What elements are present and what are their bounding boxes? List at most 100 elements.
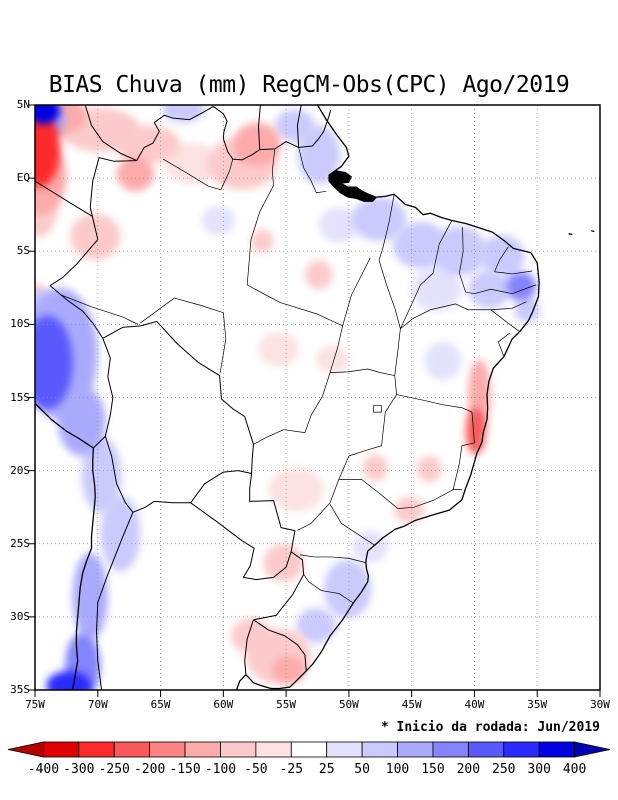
colorbar-segment — [78, 741, 115, 758]
bias-region — [258, 331, 299, 367]
bias-region — [70, 213, 121, 260]
lat-axis-label: 10S — [10, 317, 30, 331]
bias-region — [351, 197, 407, 241]
bias-region — [297, 125, 341, 184]
bias-region — [263, 543, 304, 582]
lat-axis-label: 35S — [10, 683, 30, 696]
lat-axis-label: 20S — [10, 463, 30, 477]
bias-region — [362, 454, 388, 481]
bias-region — [100, 495, 141, 572]
axis-ticks-layer — [28, 104, 601, 697]
ocean-background — [35, 105, 600, 690]
colorbar-segment — [220, 741, 257, 758]
bias-region — [272, 656, 305, 683]
lat-axis-label: 5N — [16, 98, 30, 111]
bias-region — [465, 407, 486, 455]
lat-axis-label: 30S — [10, 609, 30, 623]
map-frame — [34, 104, 601, 691]
state-borders — [61, 147, 536, 603]
bias-region — [115, 125, 181, 164]
colorbar-label: -300 — [63, 762, 94, 777]
bias-region — [57, 385, 106, 456]
colorbar-label: -400 — [28, 762, 59, 777]
bias-region — [352, 530, 388, 563]
map-borders-layer — [35, 105, 594, 690]
colorbar-label: -50 — [244, 762, 267, 777]
bias-region — [316, 344, 349, 375]
colorbar-label: 250 — [492, 762, 515, 777]
lon-axis-label: 40W — [464, 698, 485, 711]
lon-axis-label: 50W — [338, 698, 359, 711]
bias-region — [323, 559, 372, 619]
lon-axis-label: 60W — [213, 698, 234, 711]
colorbar-label: -250 — [99, 762, 130, 777]
colorbar-segment — [503, 741, 540, 758]
bias-region — [35, 110, 61, 187]
colorbar-label: 25 — [319, 762, 335, 777]
colorbar-label: 400 — [563, 762, 586, 777]
colorbar-segment — [538, 741, 575, 758]
colorbar-segment — [149, 741, 186, 758]
lon-axis-label: 55W — [276, 698, 297, 711]
colorbar-label: -25 — [280, 762, 303, 777]
amazon-delta — [329, 171, 377, 202]
bias-region — [268, 467, 324, 512]
bias-region — [35, 105, 61, 125]
colorbar-label: 200 — [457, 762, 480, 777]
bias-region — [233, 122, 282, 167]
colorbar-label: -200 — [134, 762, 165, 777]
colorbar-label: -150 — [169, 762, 200, 777]
colorbar-label: 150 — [421, 762, 444, 777]
lon-axis-label: 45W — [401, 698, 422, 711]
colorbar-label: -100 — [205, 762, 236, 777]
colorbar-label: 300 — [527, 762, 550, 777]
colorbar-arrow-right — [574, 741, 611, 758]
bias-region — [394, 496, 425, 524]
bias-region — [416, 456, 442, 483]
bias-region — [35, 315, 73, 410]
colorbar-svg: -400 -300 -250 -200 -150 -100 -50 -25 25 50 100 150… — [7, 741, 611, 777]
colorbar-segment — [113, 741, 151, 758]
bias-region — [514, 296, 540, 323]
bias-region — [411, 267, 462, 312]
run-note: * Inicio da rodada: Jun/2019 — [380, 720, 600, 735]
colorbar-segment — [326, 741, 363, 758]
lat-axis-label: 5S — [16, 244, 30, 258]
bias-region — [251, 229, 274, 253]
bias-region — [424, 341, 462, 380]
colorbar-segment — [43, 741, 80, 758]
colorbar-segment — [467, 741, 505, 758]
colorbar-segment — [255, 741, 292, 758]
lon-axis-label: 30W — [590, 698, 610, 711]
bias-region — [46, 671, 92, 690]
chart-title: BIAS Chuva (mm) RegCM-Obs(CPC) Ago/2019 — [48, 72, 570, 98]
colorbar-segment — [290, 741, 328, 758]
lon-axis-label: 70W — [87, 698, 108, 711]
lat-axis-label: 15S — [10, 390, 30, 404]
map-area — [28, 104, 601, 690]
bias-region — [505, 271, 536, 301]
bias-region — [116, 156, 155, 192]
lat-axis-label: EQ — [16, 171, 30, 185]
lon-axis-label: 75W — [25, 698, 45, 711]
bias-region — [305, 260, 333, 290]
bias-region — [72, 552, 108, 641]
colorbar-segment — [432, 741, 469, 758]
lat-axis-label: 25S — [10, 536, 30, 550]
bias-region — [164, 143, 220, 184]
colorbar-label: 100 — [386, 762, 409, 777]
colorbar-segment — [397, 741, 434, 758]
colorbar-label: 50 — [354, 762, 370, 777]
coastline — [35, 105, 594, 690]
country-borders — [35, 105, 331, 690]
lon-axis-label: 35W — [527, 698, 548, 711]
colorbar: -400 -300 -250 -200 -150 -100 -50 -25 25 50 100 150… — [0, 740, 618, 785]
lon-axis-label: 65W — [150, 698, 171, 711]
colorbar-segment — [184, 741, 221, 758]
brazil-bias-map — [28, 104, 601, 700]
colorbar-segment — [361, 741, 398, 758]
bias-region — [202, 205, 235, 236]
colorbar-arrow-left — [7, 741, 44, 758]
bias-region — [296, 608, 337, 644]
